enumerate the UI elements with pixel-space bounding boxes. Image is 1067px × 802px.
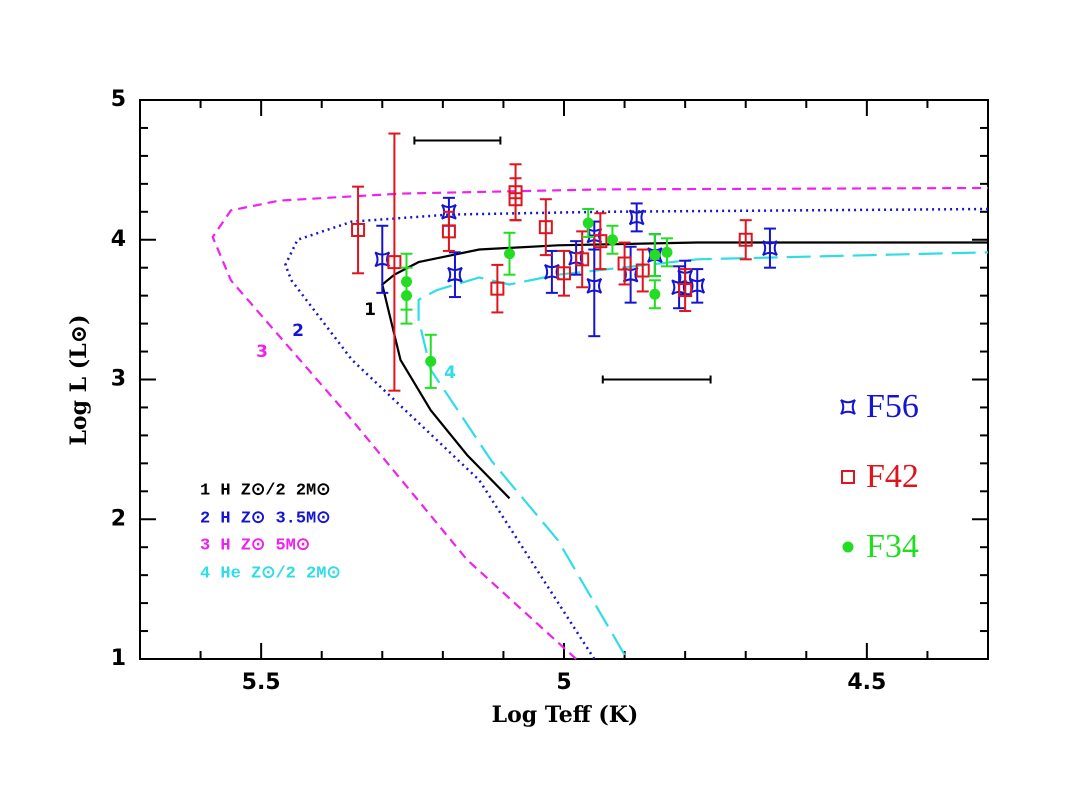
marker [606,234,618,246]
track-label: 3 [256,342,268,362]
marker [387,255,402,270]
marker [678,283,693,298]
marker [617,256,632,271]
track-label: 4 [444,363,456,383]
track-line [381,241,988,500]
y-tick-label: 2 [111,506,126,531]
track-legend-entry: 1 H Z⊙/2 2M⊙ [200,481,331,500]
marker [538,220,553,235]
track-legend-entry: 3 H Z⊙ 5M⊙ [200,536,310,555]
y-tick-label: 1 [111,646,126,671]
marker [582,217,594,229]
marker [649,249,661,261]
track-line [417,251,989,656]
legend-label: F34 [866,528,919,565]
marker [762,240,778,256]
legend-marker [840,399,856,415]
marker [401,290,413,302]
marker [503,248,515,260]
marker [586,278,603,294]
x-tick-label: 5 [556,670,571,695]
marker [635,263,650,278]
marker [441,224,456,239]
x-axis-label: Log Teff (K) [492,702,639,728]
track-line [284,207,989,660]
marker [490,281,505,296]
marker [628,209,645,226]
marker [593,234,608,249]
legend-label: F56 [866,388,919,425]
marker [649,288,661,300]
marker [738,232,753,247]
track-label: 1 [364,300,376,320]
legend-marker [841,470,855,484]
track-label: 2 [292,321,304,341]
marker [425,355,437,367]
y-axis-label: Log L (L⊙) [66,314,92,445]
y-tick-label: 3 [111,367,126,392]
x-tick-label: 5.5 [242,670,281,695]
marker [508,192,523,207]
marker [575,252,590,267]
track-legend-entry: 4 He Z⊙/2 2M⊙ [200,564,341,583]
track-legend-entry: 2 H Z⊙ 3.5M⊙ [200,509,331,528]
marker [441,203,457,220]
marker [351,222,366,237]
marker [557,266,571,281]
marker [646,247,663,263]
legend-marker [842,541,854,553]
y-tick-label: 5 [111,87,126,112]
marker [447,266,463,283]
legend-label: F42 [866,458,919,495]
marker [661,246,673,258]
y-tick-label: 4 [111,227,126,252]
x-tick-label: 4.5 [847,670,886,695]
track-line [211,186,989,660]
